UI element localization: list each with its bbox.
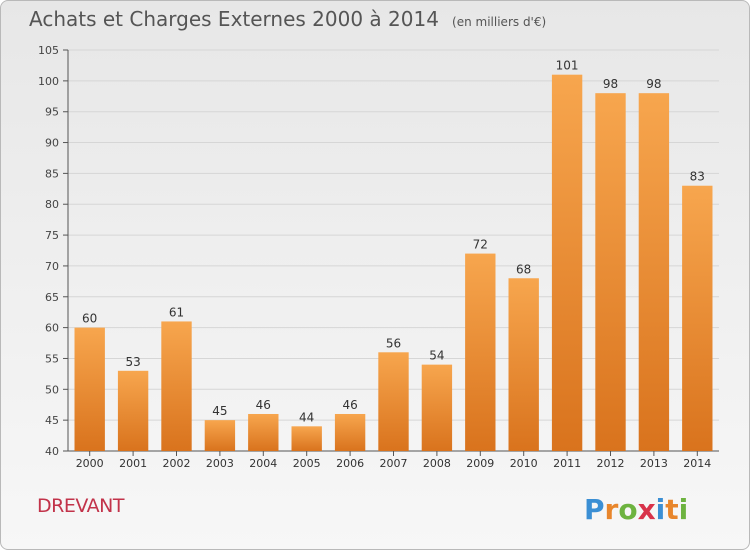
x-tick-label-2000: 2000	[76, 457, 104, 470]
y-tick-label: 60	[45, 322, 59, 335]
proxiti-logo: Proxiti	[584, 493, 688, 526]
x-tick-label-2002: 2002	[163, 457, 191, 470]
y-tick-label: 75	[45, 229, 59, 242]
data-labels: 60 53 61 45 46 44 46 56 54 72 68 101 98 98 83	[82, 59, 705, 425]
y-tick-label: 45	[45, 414, 59, 427]
x-tick-label-2006: 2006	[336, 457, 364, 470]
x-tick-label-2005: 2005	[293, 457, 321, 470]
bar-2009	[465, 253, 496, 451]
data-label-2010: 68	[516, 262, 531, 276]
chart-title: Achats et Charges Externes 2000 à 2014	[29, 7, 439, 31]
x-tick-label-2001: 2001	[119, 457, 147, 470]
y-tick-label: 55	[45, 352, 59, 365]
bar-2014	[682, 185, 713, 451]
data-label-2012: 98	[603, 77, 618, 91]
bar-2000	[74, 327, 105, 451]
chart-subtitle: (en milliers d'€)	[452, 15, 547, 29]
bar-2007	[378, 352, 409, 451]
x-tick-label-2013: 2013	[640, 457, 668, 470]
bar-2011	[551, 74, 583, 451]
data-label-2009: 72	[473, 238, 488, 252]
bar-2001	[117, 370, 149, 451]
x-tick-label-2003: 2003	[206, 457, 234, 470]
commune-name: DREVANT	[37, 495, 124, 517]
data-label-2008: 54	[429, 349, 444, 363]
x-tick-label-2007: 2007	[380, 457, 408, 470]
bar-2004	[248, 413, 279, 451]
x-tick-label-2011: 2011	[553, 457, 581, 470]
data-label-2001: 53	[125, 355, 140, 369]
y-tick-label: 70	[45, 260, 59, 273]
data-label-2011: 101	[556, 59, 579, 73]
y-tick-label: 105	[38, 44, 59, 57]
y-tick-labels: 40 45 50 55 60 65 70 75 80 85 90 95 100 105	[38, 44, 59, 458]
y-tick-label: 100	[38, 75, 59, 88]
y-tick-label: 95	[45, 106, 59, 119]
x-tick-label-2012: 2012	[597, 457, 625, 470]
x-tick-label-2010: 2010	[510, 457, 538, 470]
bar-2010	[508, 278, 539, 451]
svg-text:Proxiti: Proxiti	[584, 493, 688, 526]
bar-2013	[638, 93, 670, 451]
data-label-2013: 98	[646, 77, 661, 91]
y-tick-label: 65	[45, 291, 59, 304]
bar-2012	[595, 93, 626, 451]
bar-2005	[291, 426, 322, 451]
data-label-2004: 46	[256, 398, 271, 412]
data-label-2002: 61	[169, 305, 184, 319]
bar-2003	[204, 420, 236, 451]
x-tick-label-2008: 2008	[423, 457, 451, 470]
y-tick-label: 80	[45, 198, 59, 211]
title-row: Achats et Charges Externes 2000 à 2014 (…	[29, 7, 546, 31]
data-label-2006: 46	[342, 398, 357, 412]
data-label-2000: 60	[82, 312, 97, 326]
bar-2008	[421, 364, 453, 451]
y-tick-label: 90	[45, 137, 59, 150]
bars	[74, 74, 713, 451]
bar-2006	[334, 413, 366, 451]
bar-2002	[161, 321, 192, 451]
y-tick-label: 85	[45, 167, 59, 180]
x-tick-label-2009: 2009	[466, 457, 494, 470]
data-label-2014: 83	[690, 170, 705, 184]
x-tick-labels: 2000 2001 2002 2003 2004 2005 2006 2007 2008 2009…	[76, 457, 712, 470]
data-label-2007: 56	[386, 336, 401, 350]
data-label-2003: 45	[212, 404, 227, 418]
y-tick-label: 40	[45, 445, 59, 458]
data-label-2005: 44	[299, 410, 314, 424]
y-tick-label: 50	[45, 383, 59, 396]
x-tick-label-2004: 2004	[249, 457, 277, 470]
x-tick-label-2014: 2014	[683, 457, 711, 470]
